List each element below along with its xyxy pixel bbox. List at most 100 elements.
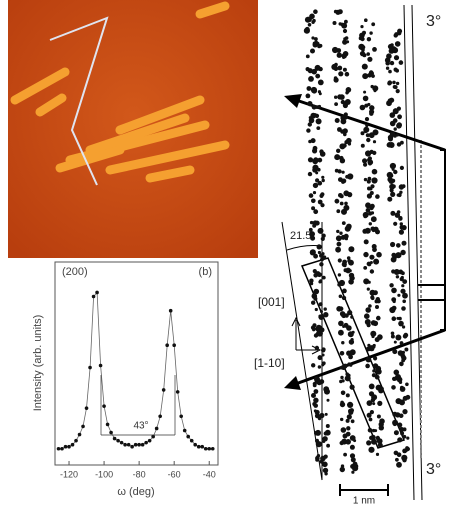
molecule-atom	[376, 315, 381, 321]
data-point	[88, 365, 92, 370]
molecule-atom	[319, 151, 326, 157]
molecule-atom	[338, 320, 344, 327]
molecule-atom	[314, 37, 318, 41]
molecule-atom	[312, 182, 319, 189]
molecule-atom	[371, 438, 377, 445]
molecule-atom	[349, 453, 356, 459]
molecule-atom	[341, 22, 348, 29]
molecule-atom	[339, 201, 344, 206]
molecule-atom	[391, 269, 396, 274]
molecule-atom	[313, 389, 319, 394]
molecule-atom	[336, 241, 342, 247]
molecule-atom	[377, 334, 383, 340]
molecule-atom	[338, 279, 345, 287]
data-point	[189, 438, 194, 443]
data-point	[109, 430, 113, 435]
molecule-atom	[398, 380, 403, 384]
molecule-atom	[366, 287, 370, 291]
y-axis-label: Intensity (arb. units)	[32, 315, 44, 412]
molecule-atom	[401, 284, 405, 288]
molecule-atom	[311, 300, 316, 305]
molecule-atom	[316, 126, 321, 130]
molecule-atom	[351, 470, 355, 474]
molecule-atom	[366, 440, 372, 446]
molecule-atom	[331, 64, 338, 70]
molecule-atom	[371, 344, 376, 349]
molecule-atom	[369, 105, 374, 110]
molecule-atom	[395, 89, 400, 94]
data-point	[77, 432, 82, 437]
molecule-atom	[341, 221, 346, 226]
x-tick-label: -80	[133, 469, 146, 479]
molecule-atom	[392, 419, 399, 426]
molecule-atom	[350, 419, 355, 424]
molecule-atom	[376, 414, 381, 419]
data-point	[56, 446, 61, 451]
molecule-atom	[311, 393, 316, 398]
data-point	[203, 446, 208, 451]
molecule-atom	[402, 299, 407, 304]
molecule-atom	[360, 143, 365, 148]
molecule-atom	[334, 198, 340, 204]
molecule-atom	[309, 231, 315, 237]
molecule-atom	[393, 55, 400, 61]
molecule-atom	[375, 384, 382, 391]
molecule-atom	[398, 320, 404, 327]
molecule-atom	[361, 48, 365, 52]
molecule-atom	[370, 397, 376, 403]
molecule-atom	[360, 36, 365, 42]
molecule-atom	[396, 461, 402, 468]
molecule-atom	[373, 258, 380, 265]
molecule-atom	[364, 313, 370, 320]
molecule-atom	[392, 80, 396, 85]
molecule-atom	[314, 307, 318, 312]
molecule-atom	[347, 259, 352, 263]
molecule-atom	[342, 51, 349, 57]
molecule-atom	[312, 327, 316, 331]
molecule-atom	[346, 426, 351, 431]
molecule-atom	[312, 148, 318, 154]
tilt-line	[281, 221, 323, 481]
molecule-atom	[309, 281, 314, 286]
data-point	[133, 442, 138, 447]
molecule-atom	[315, 441, 322, 448]
molecule-atom	[400, 288, 406, 294]
molecule-atom	[366, 400, 373, 406]
molecule-atom	[308, 227, 313, 232]
molecule-atom	[345, 418, 350, 423]
molecule-atom	[396, 133, 399, 137]
molecule-atom	[387, 80, 393, 85]
molecule-atom	[346, 414, 352, 420]
molecule-atom	[323, 312, 329, 318]
molecule-atom	[374, 429, 378, 433]
molecule-atom	[347, 401, 354, 408]
molecule-atom	[321, 275, 326, 280]
molecule-atom	[393, 269, 400, 275]
molecule-atom	[405, 382, 409, 387]
molecule-atom	[385, 60, 391, 66]
molecule-atom	[317, 272, 322, 278]
molecule-atom	[316, 244, 322, 250]
molecule-atom	[313, 403, 319, 408]
molecule-atom	[323, 307, 327, 311]
molecule-atom	[371, 334, 375, 339]
molecule-atom	[310, 138, 316, 144]
molecule-atom	[322, 467, 329, 474]
molecule-atom	[319, 262, 324, 267]
molecule-atom	[309, 278, 314, 283]
plot-panel-label: (b)	[199, 266, 212, 278]
molecule-atom	[344, 19, 348, 24]
molecule-atom	[321, 178, 325, 183]
molecule-atom	[392, 376, 397, 381]
molecule-atom	[365, 307, 372, 313]
data-point	[144, 440, 148, 445]
molecule-atom	[315, 455, 320, 461]
molecule-atom	[391, 316, 397, 322]
data-point	[210, 446, 215, 451]
molecule-atom	[390, 256, 397, 263]
molecule-atom	[339, 401, 346, 408]
molecule-atom	[363, 239, 369, 245]
edge-marks	[418, 149, 446, 331]
molecule-atom	[393, 134, 397, 138]
data-point	[70, 442, 75, 447]
